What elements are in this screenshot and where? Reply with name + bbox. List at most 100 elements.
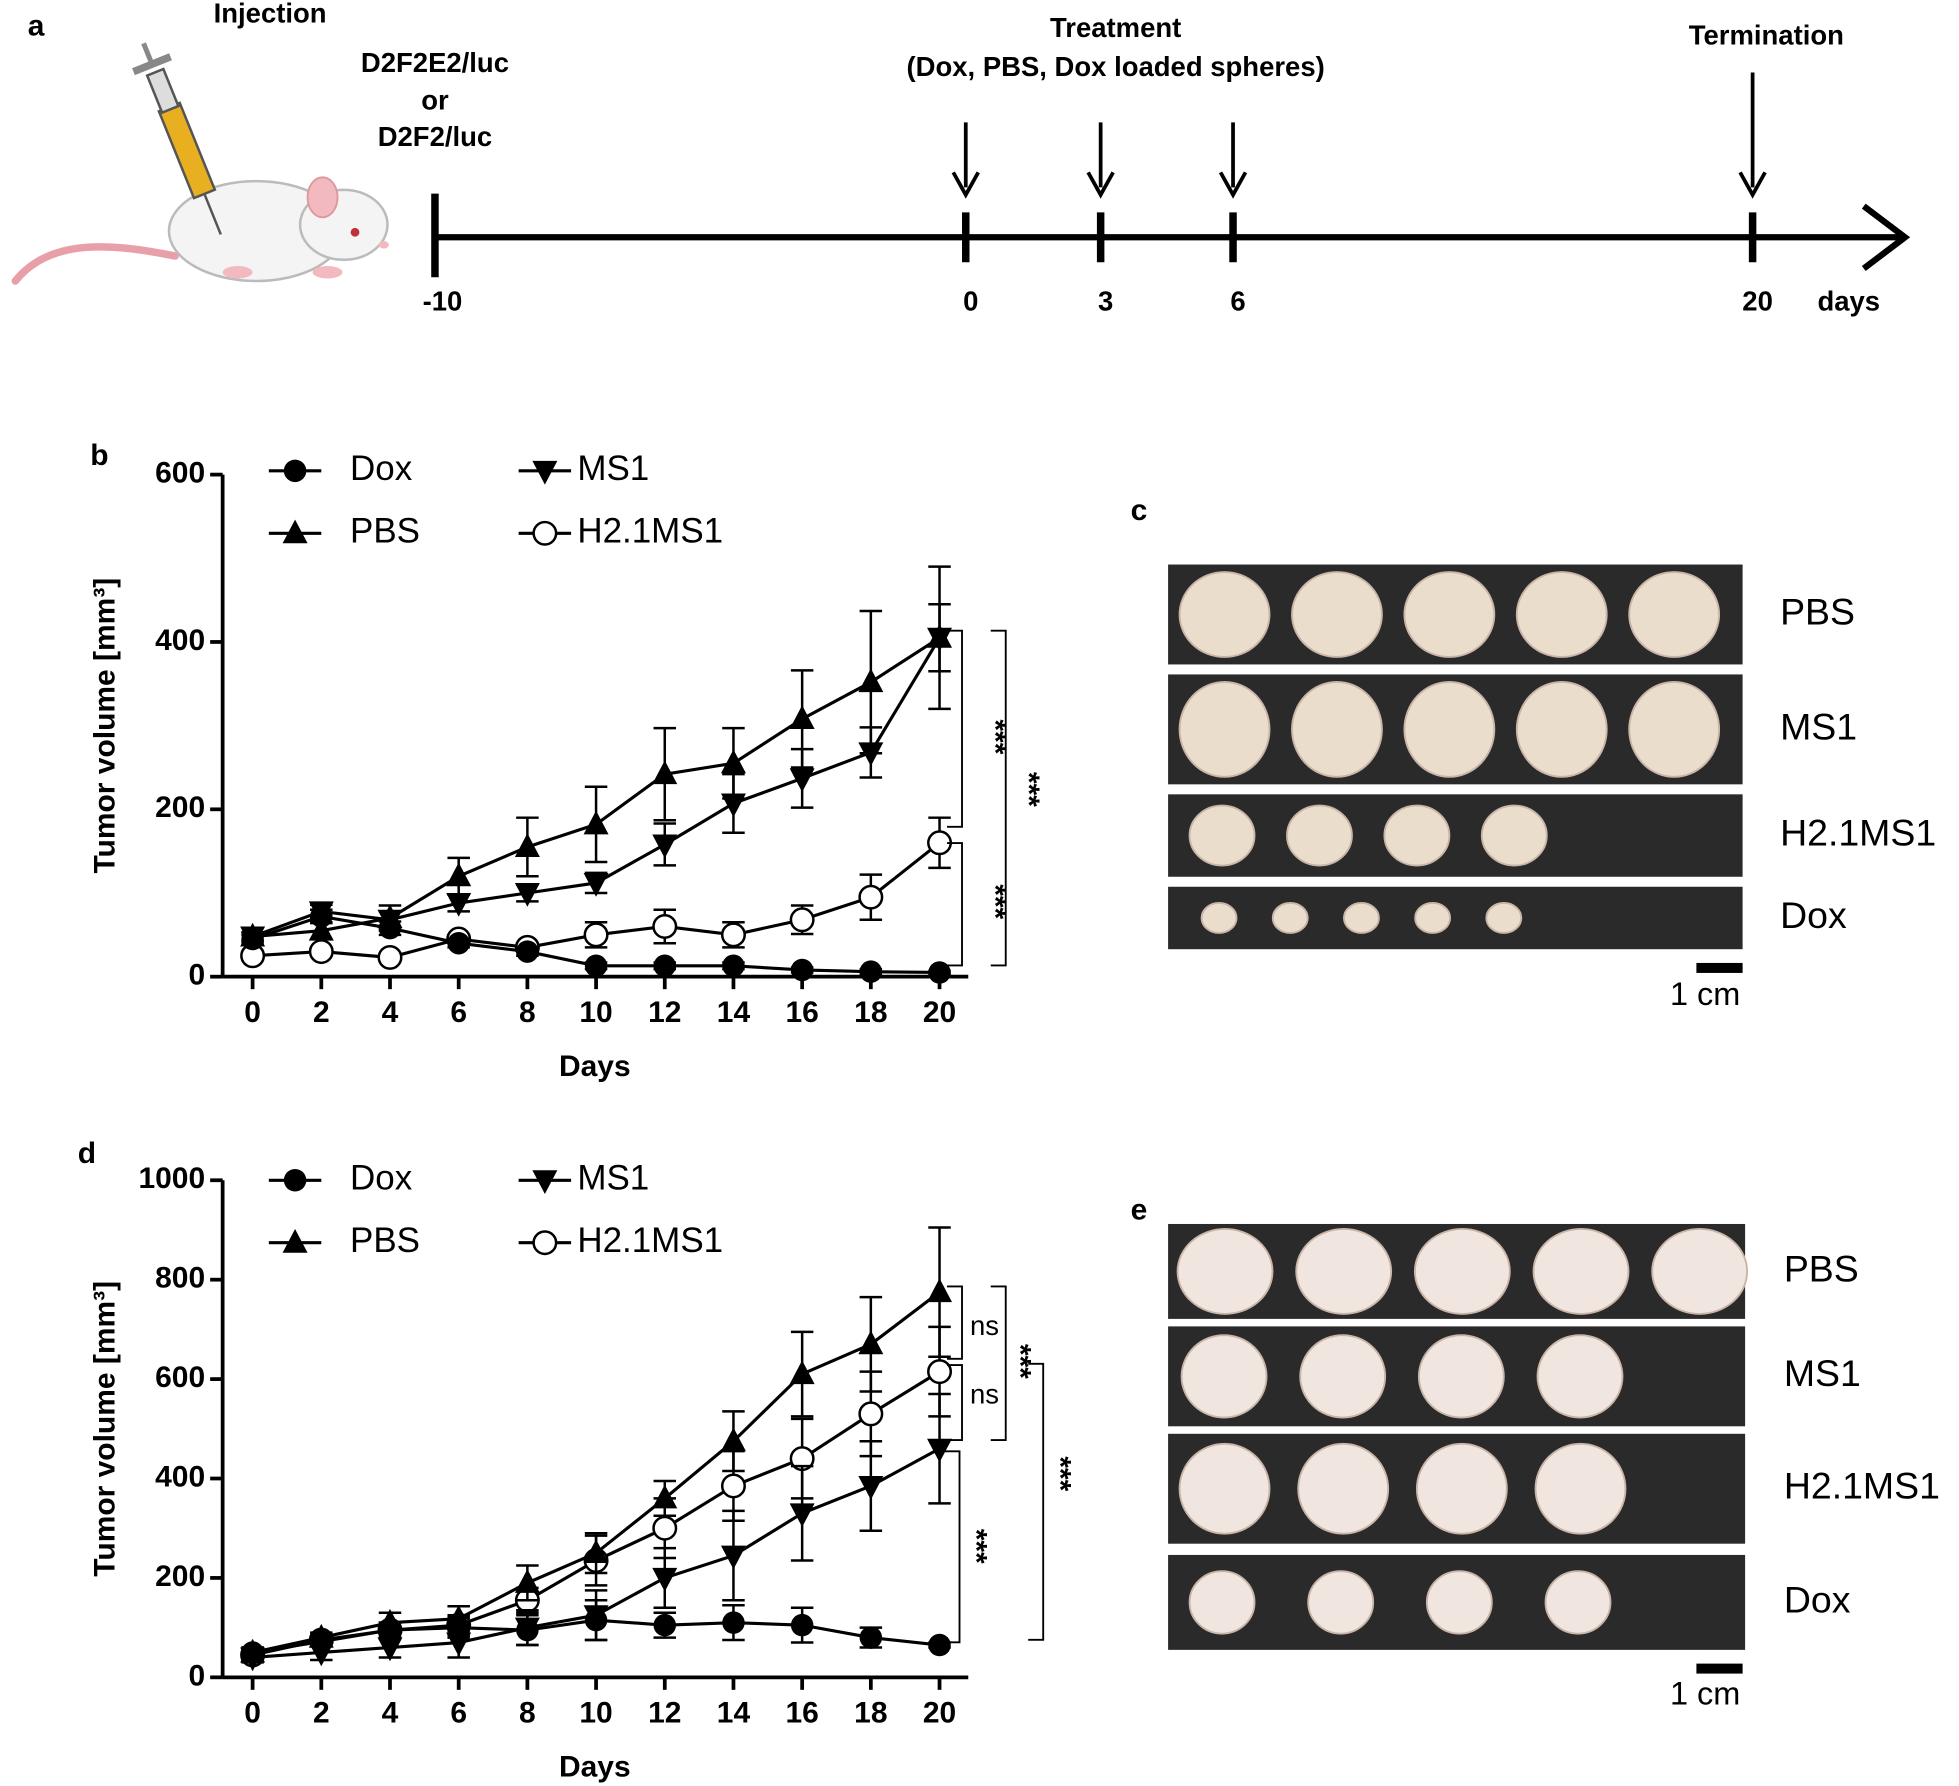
marker bbox=[789, 705, 815, 729]
tumor bbox=[1415, 1442, 1508, 1535]
marker bbox=[928, 961, 951, 984]
marker bbox=[584, 954, 608, 978]
legend-label: PBS bbox=[350, 512, 420, 551]
marker bbox=[858, 668, 884, 693]
line-chart: 0 200 400 600 800 1000 0 2 4 6 8 10 12 14 16 18 20 Days Tu… bbox=[88, 1158, 1076, 1783]
timeline-tick-label: 3 bbox=[1098, 286, 1113, 317]
group-label: MS1 bbox=[1784, 1352, 1861, 1394]
tumor bbox=[1176, 1228, 1274, 1315]
marker bbox=[516, 940, 539, 963]
tumor bbox=[1383, 804, 1451, 867]
panel-label: b bbox=[90, 439, 108, 472]
legend-item: Dox bbox=[268, 449, 413, 488]
group-label: H2.1MS1 bbox=[1780, 811, 1936, 853]
y-tick-label: 0 bbox=[188, 1659, 205, 1692]
marker bbox=[789, 1503, 815, 1528]
x-tick-label: 0 bbox=[244, 1697, 261, 1730]
marker bbox=[790, 1613, 814, 1637]
tumor bbox=[1299, 1334, 1387, 1419]
marker bbox=[789, 768, 815, 793]
y-tick-label: 1000 bbox=[138, 1162, 205, 1195]
marker bbox=[516, 1618, 539, 1642]
legend-label: Dox bbox=[350, 1158, 413, 1197]
significance-label: *** bbox=[960, 1529, 993, 1564]
x-tick-label: 18 bbox=[854, 996, 887, 1029]
tumor bbox=[1651, 1228, 1749, 1315]
marker bbox=[446, 1604, 472, 1629]
scale-bar-label: 1 cm bbox=[1670, 1676, 1740, 1712]
y-tick-label: 0 bbox=[188, 959, 205, 992]
marker bbox=[514, 833, 540, 857]
termination-label: Termination bbox=[1689, 20, 1844, 51]
marker bbox=[858, 1401, 884, 1427]
legend-label: PBS bbox=[350, 1221, 420, 1260]
group-label: PBS bbox=[1784, 1247, 1859, 1289]
significance-label: *** bbox=[1003, 1344, 1036, 1379]
x-tick-label: 16 bbox=[785, 996, 818, 1029]
significance-bracket bbox=[947, 842, 963, 967]
tumor bbox=[1188, 804, 1256, 867]
legend-label: H2.1MS1 bbox=[577, 512, 723, 551]
marker bbox=[652, 1484, 678, 1509]
tumor-photo-panel: PBS MS1 H2.1MS1 Dox 1 cm bbox=[1168, 1223, 1940, 1712]
tumor bbox=[1544, 1570, 1612, 1635]
significance-bracket bbox=[947, 629, 963, 828]
marker bbox=[377, 1608, 403, 1633]
cell-line-label: D2F2/luc bbox=[378, 121, 493, 152]
x-tick-label: 4 bbox=[382, 996, 399, 1029]
y-axis-title: Tumor volume [mm³] bbox=[88, 578, 121, 874]
group-label: H2.1MS1 bbox=[1784, 1465, 1940, 1507]
marker bbox=[583, 810, 609, 835]
tumor bbox=[1403, 571, 1496, 658]
marker bbox=[240, 922, 266, 947]
timeline-unit: days bbox=[1817, 286, 1880, 317]
cell-line-label: or bbox=[421, 85, 449, 116]
marker bbox=[514, 1569, 540, 1593]
tumor bbox=[1515, 571, 1608, 658]
line-chart: 0 200 400 600 0 2 4 6 8 10 12 14 16 18 20 Days Tumor vol… bbox=[88, 449, 1045, 1083]
scale-bar-label: 1 cm bbox=[1670, 976, 1740, 1012]
marker bbox=[858, 1475, 884, 1500]
legend-item: H2.1MS1 bbox=[518, 512, 723, 551]
tumor bbox=[1628, 571, 1721, 658]
marker bbox=[652, 760, 678, 785]
marker bbox=[720, 1545, 746, 1570]
marker bbox=[859, 960, 883, 983]
tumor bbox=[1480, 804, 1548, 867]
tumor bbox=[1485, 902, 1523, 934]
significance-label: *** bbox=[1043, 1456, 1076, 1491]
marker bbox=[927, 624, 953, 648]
tumor bbox=[1628, 680, 1721, 778]
legend-item: PBS bbox=[268, 512, 420, 551]
x-axis-title: Days bbox=[559, 1050, 631, 1083]
marker bbox=[583, 1539, 609, 1564]
x-tick-label: 10 bbox=[579, 996, 612, 1029]
x-tick-label: 6 bbox=[450, 1697, 467, 1730]
y-tick-label: 200 bbox=[155, 791, 205, 824]
y-axis-title: Tumor volume [mm³] bbox=[88, 1281, 121, 1577]
marker bbox=[720, 1427, 746, 1452]
legend-marker bbox=[532, 460, 558, 485]
x-tick-label: 0 bbox=[244, 996, 261, 1029]
tumor bbox=[1295, 1228, 1393, 1315]
marker bbox=[720, 1473, 746, 1499]
marker bbox=[377, 1637, 403, 1662]
marker bbox=[652, 1567, 678, 1592]
marker bbox=[240, 1638, 266, 1663]
x-tick-label: 20 bbox=[923, 1697, 956, 1730]
x-tick-label: 8 bbox=[519, 1697, 536, 1730]
significance-label: *** bbox=[1012, 772, 1045, 807]
photo-row bbox=[1168, 794, 1743, 877]
tumor bbox=[1180, 1334, 1268, 1419]
y-tick-label: 600 bbox=[155, 1361, 205, 1394]
timeline-tick-label: 6 bbox=[1230, 286, 1245, 317]
tumor bbox=[1178, 1442, 1271, 1535]
marker bbox=[722, 954, 745, 978]
panel-label: d bbox=[78, 1137, 96, 1170]
marker bbox=[858, 1330, 884, 1355]
marker bbox=[720, 749, 746, 774]
tumor bbox=[1417, 1334, 1505, 1419]
y-tick-label: 200 bbox=[155, 1560, 205, 1593]
x-tick-label: 20 bbox=[923, 996, 956, 1029]
